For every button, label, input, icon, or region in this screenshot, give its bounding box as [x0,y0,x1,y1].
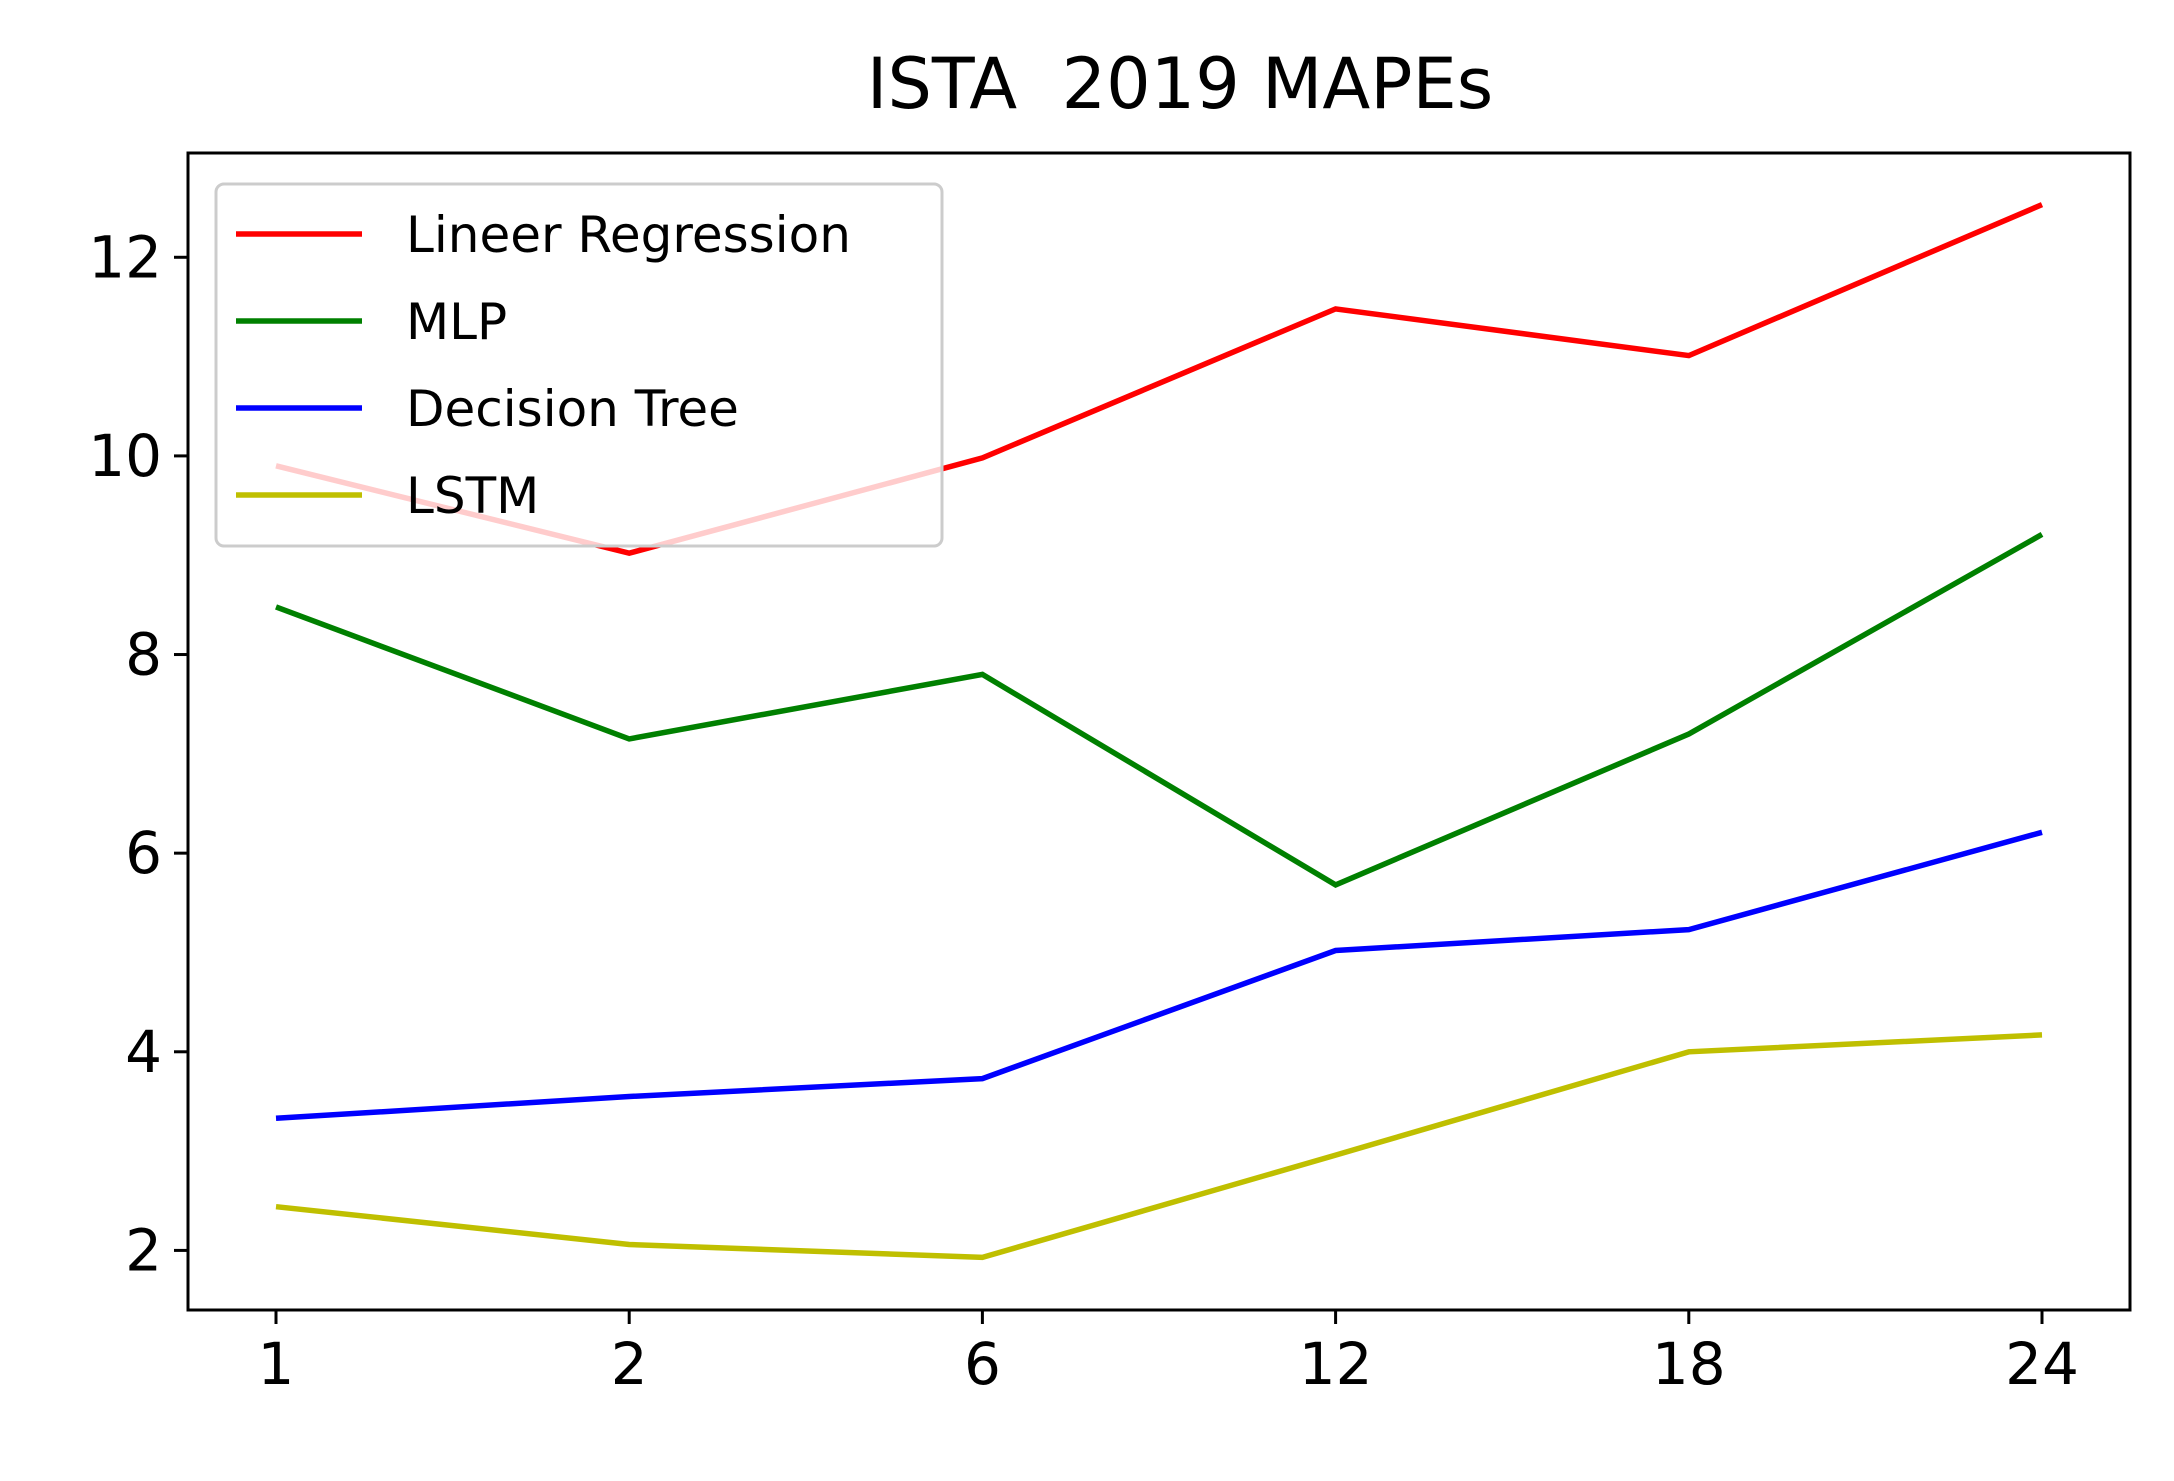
y-tick-label: 4 [125,1018,162,1086]
y-tick-label: 12 [88,223,162,291]
x-tick-label: 6 [964,1330,1001,1398]
y-tick-label: 10 [88,422,162,490]
legend-label: LSTM [406,467,539,525]
x-tick-label: 24 [2005,1330,2079,1398]
x-tick-label: 2 [611,1330,648,1398]
chart-title: ISTA 2019 MAPEs [867,43,1493,125]
x-tick-label: 1 [258,1330,295,1398]
series-line-lstm [275,1032,2043,1261]
legend: Lineer Regression MLP Decision Tree LSTM [214,182,944,548]
legend-label: MLP [406,293,507,351]
y-tick-label: 2 [125,1216,162,1284]
plot-frame [186,151,2132,1312]
series-line-mlp [275,532,2044,888]
legend-label: Lineer Regression [406,206,851,264]
x-tick-label: 18 [1652,1330,1726,1398]
legend-box [214,182,944,548]
series-line-decision-tree [275,829,2043,1122]
x-tick-label: 12 [1299,1330,1373,1398]
y-tick-label: 8 [125,621,162,689]
legend-label: Decision Tree [406,380,739,438]
y-tick-label: 6 [125,819,162,887]
